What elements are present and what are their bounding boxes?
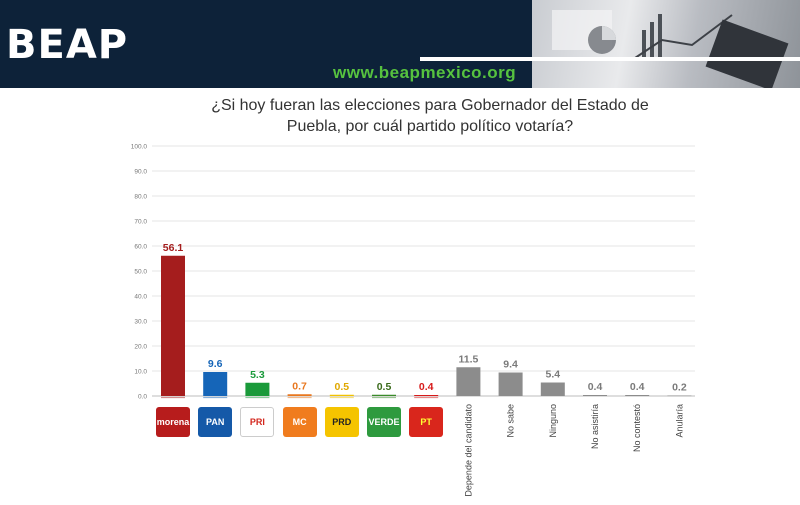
chart-title: ¿Si hoy fueran las elecciones para Gober… xyxy=(150,95,710,137)
party-logo-pan: PAN xyxy=(198,407,233,437)
data-label: 0.4 xyxy=(419,381,434,393)
business-chart-illustration xyxy=(552,10,789,88)
bar xyxy=(414,395,439,396)
y-tick-label: 100.0 xyxy=(131,144,148,151)
website-url[interactable]: www.beapmexico.org xyxy=(333,63,517,82)
bar xyxy=(583,395,607,396)
data-label: 0.2 xyxy=(672,382,687,394)
data-label: 11.5 xyxy=(458,353,478,365)
y-tick-label: 60.0 xyxy=(134,244,147,251)
category-label: No asistiría xyxy=(590,404,600,449)
data-label: 0.7 xyxy=(292,380,307,392)
y-tick-label: 0.0 xyxy=(138,394,147,401)
category-label: Anularía xyxy=(674,404,684,438)
party-logo-pt: PT xyxy=(409,407,444,437)
bar xyxy=(372,394,396,396)
data-label: 56.1 xyxy=(163,242,184,254)
data-label: 9.4 xyxy=(503,359,518,371)
bar xyxy=(540,382,565,396)
header-photo xyxy=(532,0,800,88)
data-label: 0.5 xyxy=(377,381,392,393)
party-logo-prd: PRD xyxy=(324,407,359,437)
bar xyxy=(203,372,228,396)
y-tick-label: 80.0 xyxy=(134,194,147,201)
y-tick-label: 90.0 xyxy=(134,169,147,176)
category-label: Ninguno xyxy=(548,404,558,438)
bar xyxy=(329,394,354,396)
y-tick-label: 40.0 xyxy=(134,294,147,301)
y-tick-label: 20.0 xyxy=(134,344,147,351)
category-label: No contestó xyxy=(632,404,642,452)
y-tick-label: 70.0 xyxy=(134,219,147,226)
bar xyxy=(287,394,312,396)
header-banner: BEAP www.beapmexico.org xyxy=(0,0,800,88)
bar xyxy=(245,382,270,396)
category-label: No sabe xyxy=(506,404,516,438)
data-label: 0.5 xyxy=(334,381,349,393)
data-label: 9.6 xyxy=(208,358,223,370)
bar xyxy=(498,372,523,396)
bar xyxy=(625,395,650,396)
bar xyxy=(456,367,481,396)
chart-title-line-2: Puebla, por cuál partido político votarí… xyxy=(286,118,574,135)
y-tick-label: 10.0 xyxy=(134,369,147,376)
data-label: 0.4 xyxy=(588,381,603,393)
y-tick-label: 30.0 xyxy=(134,319,147,326)
chart-title-line-1: ¿Si hoy fueran las elecciones para Gober… xyxy=(211,97,649,114)
beap-logo: BEAP xyxy=(6,22,129,68)
party-logo-mc: MC xyxy=(282,407,317,437)
party-logo-pri: PRI xyxy=(240,407,275,437)
party-logo-morena: morena xyxy=(156,407,190,437)
category-label: Depende del candidato xyxy=(463,404,473,497)
bar xyxy=(667,395,692,397)
data-label: 0.4 xyxy=(630,381,645,393)
y-tick-label: 50.0 xyxy=(134,269,147,276)
bar xyxy=(161,255,185,396)
party-logo-verde: VERDE xyxy=(367,407,401,437)
data-label: 5.4 xyxy=(545,369,560,381)
data-label: 5.3 xyxy=(250,369,265,381)
header-divider xyxy=(420,57,800,61)
